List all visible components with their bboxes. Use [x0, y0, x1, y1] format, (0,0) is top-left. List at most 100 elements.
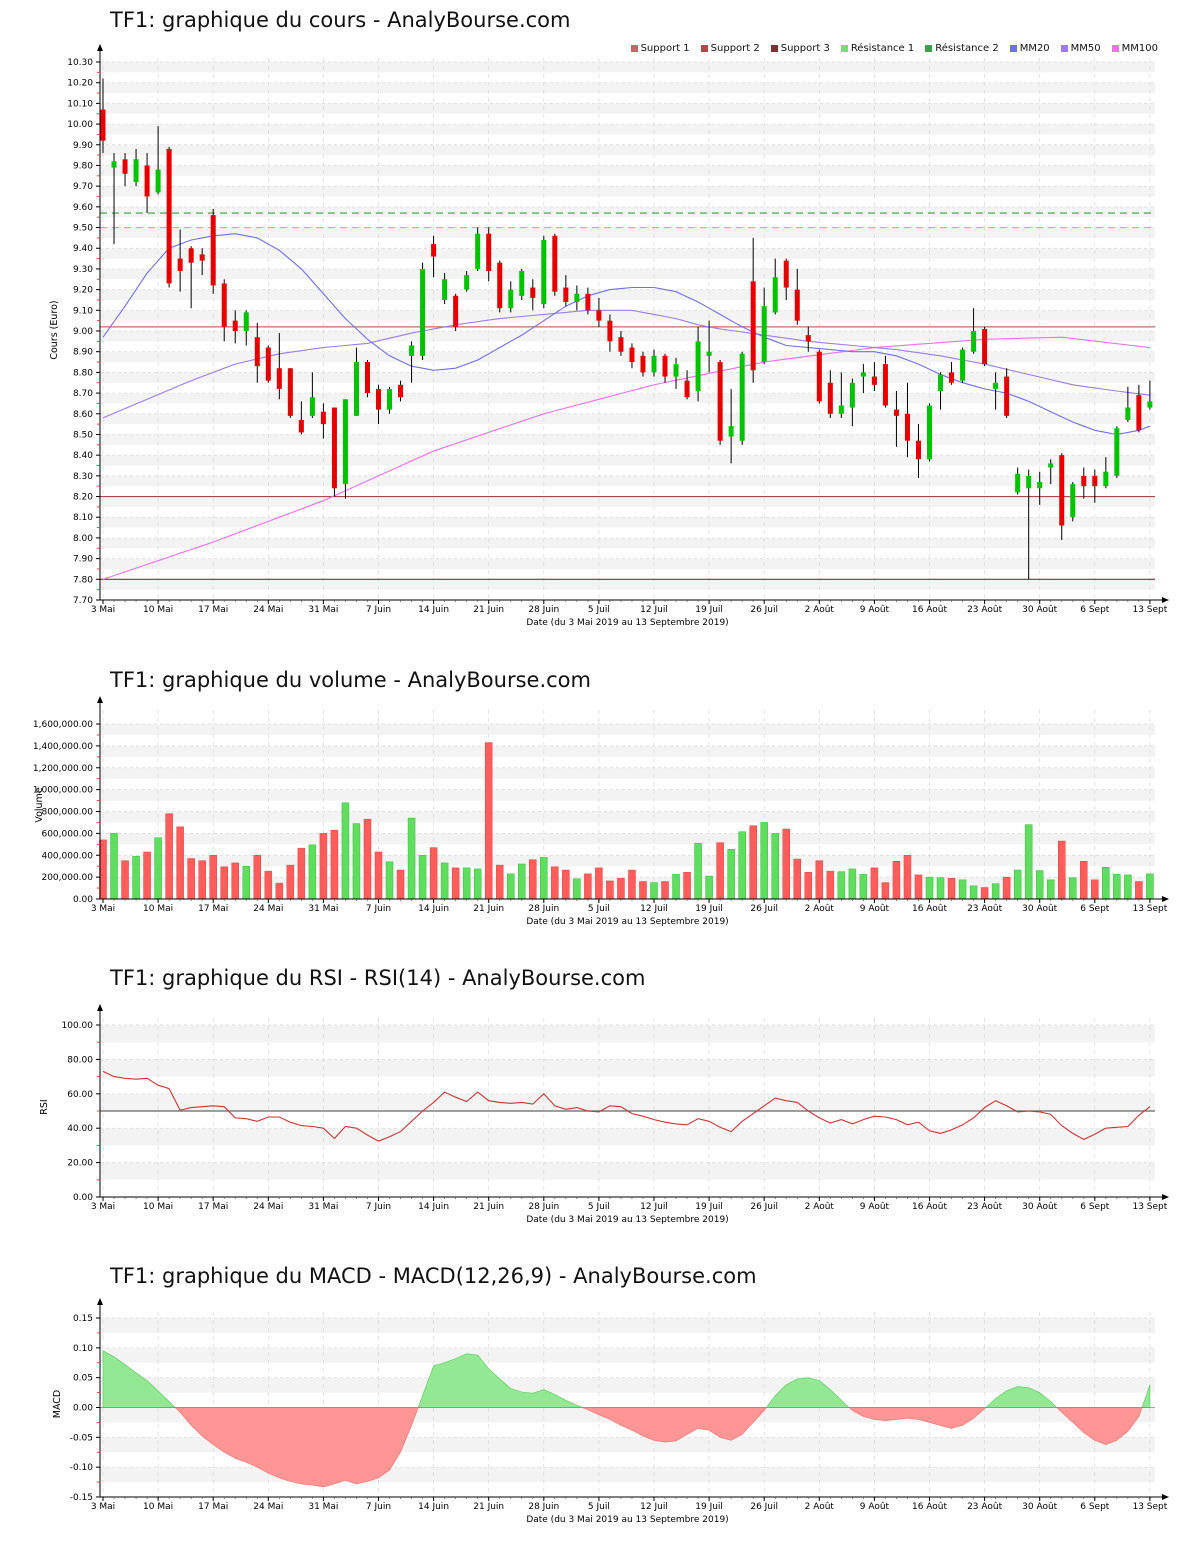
volume-bar: [562, 869, 570, 900]
volume-bar: [1002, 876, 1011, 900]
svg-text:60.00: 60.00: [67, 1090, 93, 1100]
volume-axes: 3 Mai 10 Mai 17 Mai 24 Mai 31 Mai 7 Juin 14 Ju…: [33, 696, 1169, 927]
candle: [420, 268, 426, 356]
svg-text:3 Mai: 3 Mai: [91, 1202, 115, 1212]
volume-bar: [242, 865, 251, 900]
volume-bar: [495, 864, 504, 900]
candle: [1114, 428, 1120, 476]
svg-text:19 Juil: 19 Juil: [695, 1502, 723, 1512]
volume-bar: [815, 860, 824, 900]
volume-bar: [683, 871, 691, 900]
candle: [1004, 376, 1010, 416]
svg-text:23 Août: 23 Août: [967, 904, 1003, 914]
svg-text:7.70: 7.70: [73, 596, 93, 606]
candle: [376, 388, 381, 410]
svg-text:19 Juil: 19 Juil: [695, 904, 723, 914]
candle: [144, 165, 150, 197]
volume-bar: [958, 879, 967, 900]
candle: [596, 310, 602, 321]
candle: [695, 341, 701, 392]
volume-bar: [1091, 879, 1099, 900]
candle: [364, 362, 370, 394]
candle: [1147, 401, 1153, 408]
volume-bar: [462, 867, 471, 900]
candle: [1092, 475, 1098, 487]
svg-text:16 Août: 16 Août: [912, 1502, 948, 1512]
volume-bar: [286, 864, 295, 900]
volume-bar: [165, 813, 173, 900]
candle: [453, 295, 459, 327]
svg-text:8.60: 8.60: [73, 410, 93, 420]
candle: [1125, 407, 1131, 420]
svg-text:9.70: 9.70: [73, 182, 93, 192]
rsi-chart: 3 Mai 10 Mai 17 Mai 24 Mai 31 Mai 7 Juin 14 Ju…: [39, 1004, 1169, 1225]
svg-text:24 Mai: 24 Mai: [253, 1202, 283, 1212]
svg-text:16 Août: 16 Août: [912, 605, 948, 615]
svg-text:10 Mai: 10 Mai: [143, 1502, 173, 1512]
candle: [298, 419, 304, 433]
candle: [100, 109, 106, 141]
candle: [122, 159, 128, 174]
svg-text:Date (du 3 Mai 2019 au 13 Sept: Date (du 3 Mai 2019 au 13 Septembre 2019…: [526, 917, 728, 927]
volume-bar: [319, 833, 328, 900]
svg-text:6 Sept: 6 Sept: [1080, 605, 1110, 615]
candle: [827, 382, 833, 414]
legend-swatch-icon: [630, 45, 638, 52]
candle: [199, 254, 205, 261]
svg-text:17 Mai: 17 Mai: [198, 1502, 228, 1512]
svg-text:1,000,000.00: 1,000,000.00: [33, 786, 93, 796]
macd-area-negative: [102, 1407, 1151, 1488]
candle: [949, 372, 955, 383]
volume-bar: [154, 837, 162, 900]
volume-bar: [187, 858, 195, 900]
candle: [497, 262, 503, 309]
svg-text:13 Sept: 13 Sept: [1132, 605, 1167, 615]
svg-text:10.10: 10.10: [67, 99, 93, 109]
volume-bar: [363, 818, 372, 900]
mm20-line: [102, 233, 1151, 436]
volume-bar: [716, 842, 724, 900]
svg-text:14 Juin: 14 Juin: [418, 605, 449, 615]
candle: [563, 287, 569, 303]
svg-text:6 Sept: 6 Sept: [1080, 904, 1110, 914]
volume-bar: [947, 877, 956, 900]
volume-bar: [1046, 879, 1055, 900]
candle: [982, 328, 988, 365]
svg-text:19 Juil: 19 Juil: [695, 605, 723, 615]
macd-axes: 3 Mai 10 Mai 17 Mai 24 Mai 31 Mai 7 Juin 14 Ju…: [52, 1298, 1169, 1525]
candle: [893, 409, 899, 416]
volume-bar: [870, 867, 879, 900]
volume-bar: [506, 873, 515, 900]
legend-item-support-1: Support 1: [630, 43, 690, 54]
volume-bar: [1080, 861, 1088, 900]
candle: [904, 413, 910, 441]
svg-text:Date (du 3 Mai 2019 au 13 Sept: Date (du 3 Mai 2019 au 13 Septembre 2019…: [526, 618, 728, 628]
candle: [320, 411, 326, 425]
candle: [805, 335, 811, 342]
volume-bar: [903, 855, 912, 900]
candle: [519, 270, 525, 296]
volume-bar: [308, 844, 317, 900]
candle: [717, 362, 723, 441]
legend-item-r-sistance-2: Résistance 2: [925, 43, 999, 54]
candle: [651, 355, 657, 373]
candle: [684, 380, 690, 398]
svg-text:24 Mai: 24 Mai: [253, 1502, 283, 1512]
volume-bar: [859, 874, 868, 900]
svg-text:30 Août: 30 Août: [1022, 904, 1058, 914]
volume-bar: [209, 855, 217, 900]
volume-bar: [606, 880, 614, 900]
candle: [927, 405, 932, 460]
svg-text:10 Mai: 10 Mai: [143, 1202, 173, 1212]
svg-text:MACD: MACD: [52, 1390, 63, 1418]
svg-text:80.00: 80.00: [67, 1055, 93, 1065]
svg-text:0.00: 0.00: [73, 895, 93, 905]
candle: [816, 351, 822, 402]
volume-bar: [418, 855, 427, 900]
candle: [574, 293, 580, 303]
candle: [750, 281, 756, 371]
volume-bar: [749, 825, 757, 900]
legend-swatch-icon: [1009, 45, 1017, 52]
svg-text:26 Juil: 26 Juil: [750, 904, 778, 914]
candle: [938, 374, 944, 392]
